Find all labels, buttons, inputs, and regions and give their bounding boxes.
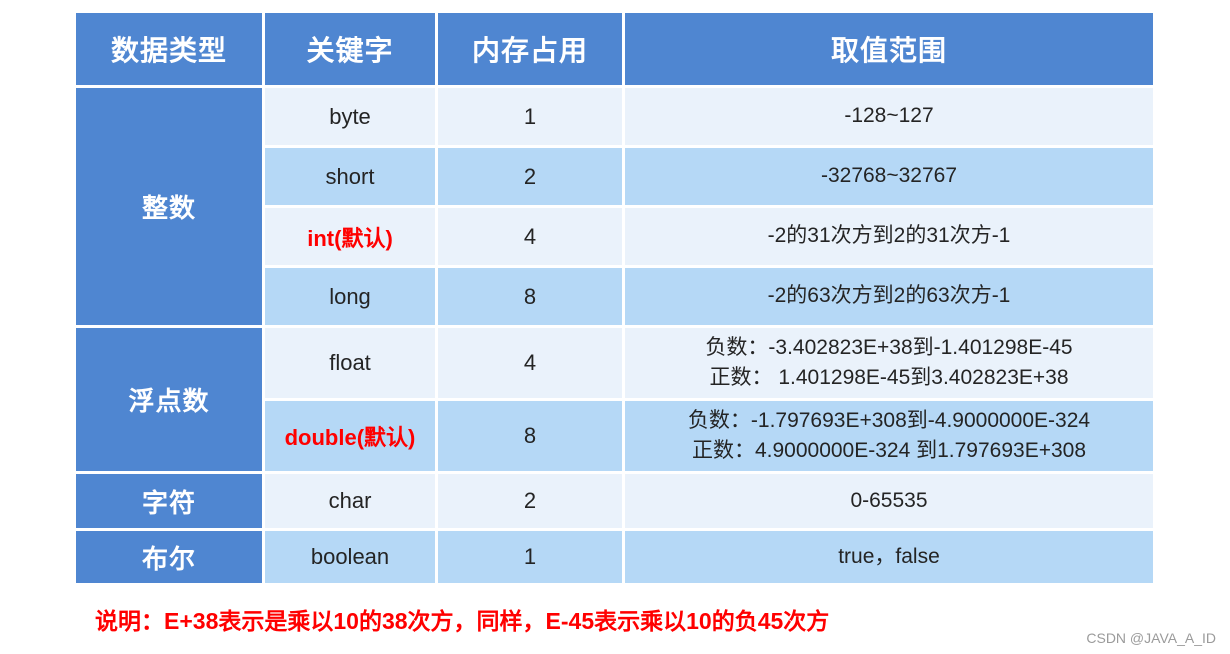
memory-size-cell: 1 (438, 88, 622, 145)
memory-size-cell: 1 (438, 531, 622, 583)
header-cell-memory: 内存占用 (438, 13, 622, 85)
header-cell-value-range: 取值范围 (625, 13, 1153, 85)
category-cell: 浮点数 (76, 328, 262, 471)
value-range-cell: -128~127 (625, 88, 1153, 145)
category-cell: 字符 (76, 474, 262, 528)
memory-size-cell: 4 (438, 208, 622, 265)
value-range-line: -32768~32767 (820, 164, 958, 188)
keyword-cell: byte (265, 88, 435, 145)
value-range-cell: true，false (625, 531, 1153, 583)
value-range-cell: 0-65535 (625, 474, 1153, 528)
table-body: 整数 byte 1 -128~127 short 2 -32768~32767 int(默认)… (76, 88, 1153, 583)
value-range-line: -128~127 (844, 104, 934, 128)
table-row: 整数 byte 1 -128~127 (76, 88, 1153, 325)
memory-size-cell: 8 (438, 401, 622, 471)
header-cell-keyword: 关键字 (265, 13, 435, 85)
value-range-cell: -2的63次方到2的63次方-1 (625, 268, 1153, 325)
table-row: 布尔 boolean 1 true，false (76, 531, 1153, 583)
data-types-table: 数据类型 关键字 内存占用 取值范围 整数 byte 1 -128~127 short 2… (73, 10, 1156, 586)
memory-size-cell: 2 (438, 474, 622, 528)
table-row: 浮点数 float 4 负数：-3.402823E+38到-1.401298E-45 正… (76, 328, 1153, 471)
value-range-cell: -2的31次方到2的31次方-1 (625, 208, 1153, 265)
keyword-cell: long (265, 268, 435, 325)
category-cell: 整数 (76, 88, 262, 325)
value-range-line: 正数：4.9000000E-324 到1.797693E+308 (691, 439, 1087, 462)
value-range-line: -2的31次方到2的31次方-1 (767, 224, 1011, 248)
value-range-line: -2的63次方到2的63次方-1 (767, 284, 1011, 308)
header-cell-data-type: 数据类型 (76, 13, 262, 85)
category-cell: 布尔 (76, 531, 262, 583)
keyword-cell: int(默认) (265, 208, 435, 265)
value-range-line: true，false (838, 544, 940, 568)
keyword-cell: boolean (265, 531, 435, 583)
keyword-cell: double(默认) (265, 401, 435, 471)
note-text: 说明：E+38表示是乘以10的38次方，同样，E-45表示乘以10的负45次方 (95, 608, 830, 634)
memory-size-cell: 2 (438, 148, 622, 205)
value-range-line: 正数： 1.401298E-45到3.402823E+38 (709, 366, 1069, 389)
memory-size-cell: 4 (438, 328, 622, 398)
keyword-cell: short (265, 148, 435, 205)
watermark: CSDN @JAVA_A_ID (1086, 630, 1216, 646)
value-range-line: 负数：-1.797693E+308到-4.9000000E-324 (687, 408, 1091, 432)
table-row: long 8 -2的63次方到2的63次方-1 (76, 268, 1153, 325)
keyword-cell: char (265, 474, 435, 528)
table-row: short 2 -32768~32767 (76, 148, 1153, 205)
memory-size-cell: 8 (438, 268, 622, 325)
value-range-line: 0-65535 (850, 488, 928, 512)
value-range-line: 负数：-3.402823E+38到-1.401298E-45 (705, 335, 1073, 359)
table-row: 字符 char 2 0-65535 (76, 474, 1153, 528)
value-range-cell: 负数：-1.797693E+308到-4.9000000E-324 正数：4.90… (625, 401, 1153, 471)
keyword-cell: float (265, 328, 435, 398)
value-range-cell: -32768~32767 (625, 148, 1153, 205)
header-row: 数据类型 关键字 内存占用 取值范围 (76, 13, 1153, 85)
table-row: int(默认) 4 -2的31次方到2的31次方-1 (76, 208, 1153, 265)
value-range-cell: 负数：-3.402823E+38到-1.401298E-45 正数： 1.4012… (625, 328, 1153, 398)
table-row: double(默认) 8 负数：-1.797693E+308到-4.9000000E… (76, 401, 1153, 471)
